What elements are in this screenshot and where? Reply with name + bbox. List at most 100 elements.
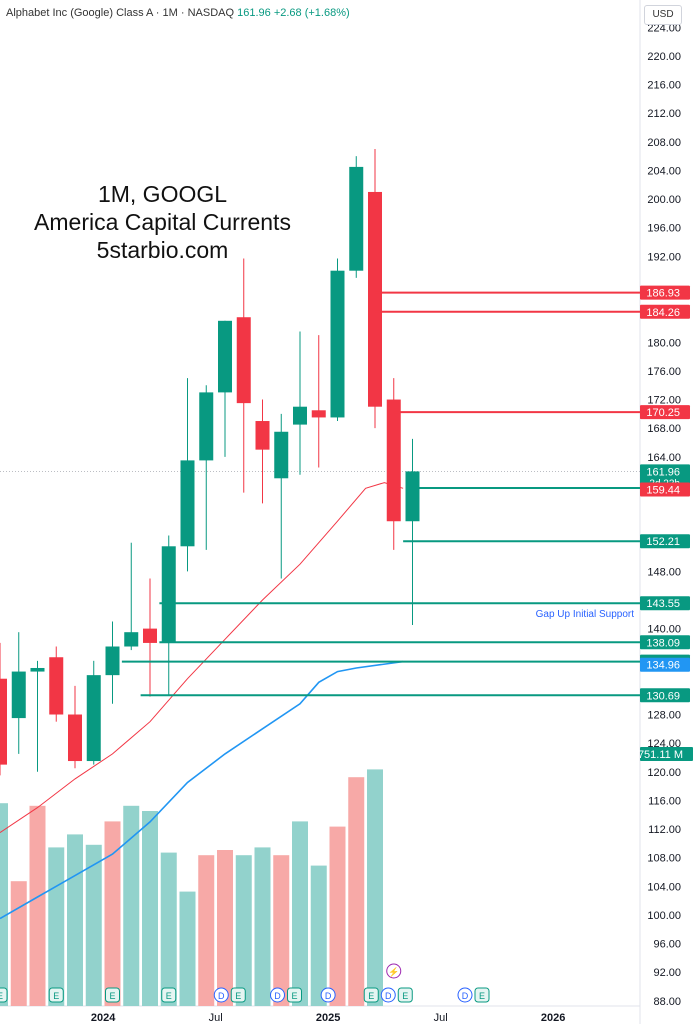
earnings-marker [474, 987, 490, 1003]
earnings-marker [161, 987, 177, 1003]
candle-body [236, 317, 251, 404]
volume-bar [67, 834, 83, 1006]
volume-bar [160, 852, 177, 1006]
candle-body [105, 646, 120, 676]
event-marker-letter: E [166, 991, 172, 1001]
time-tick-label: Jul [434, 1012, 448, 1024]
volume-bar [217, 850, 233, 1006]
price-tick-label: 112.00 [648, 824, 681, 836]
candle-body [218, 320, 232, 393]
watermark-line1: 1M, GOOGL [97, 181, 228, 207]
volume-bar [235, 855, 252, 1006]
candle-body [368, 191, 382, 407]
price-badge-label: 159.44 [646, 484, 680, 496]
earnings-marker [0, 987, 8, 1003]
volume-bar [142, 811, 158, 1006]
earnings-marker [105, 987, 120, 1003]
candle-body [68, 714, 82, 762]
volume-bar [0, 803, 8, 1006]
volume-bar [104, 821, 121, 1006]
price-tick-label: 140.00 [647, 624, 681, 636]
event-marker-letter: E [479, 991, 485, 1001]
dividend-marker [270, 987, 285, 1003]
volume-bar [179, 891, 196, 1006]
price-tick-label: 96.00 [653, 939, 681, 951]
candle-body [330, 270, 345, 418]
price-tick-label: 216.00 [647, 80, 681, 92]
event-marker-letter: D [385, 991, 392, 1001]
event-marker-letter: E [402, 991, 408, 1001]
price-tick-label: 180.00 [647, 337, 681, 349]
price-tick-label: 92.00 [653, 967, 681, 979]
price-tick-label: 204.00 [647, 165, 681, 177]
candle-body [30, 667, 45, 672]
last-price: 161.96 [237, 7, 271, 19]
event-marker-letter: E [235, 991, 241, 1001]
lightning-icon-glyph: ⚡ [388, 966, 399, 978]
level-badge-bg [640, 596, 690, 611]
price-change: +2.68 (+1.68%) [273, 7, 350, 19]
candle-body [293, 406, 307, 425]
event-marker-letter: E [368, 991, 374, 1001]
price-tick-label: 104.00 [647, 881, 681, 893]
volume-badge-label: 751.11 M [638, 749, 683, 761]
volume-bar [292, 821, 308, 1006]
event-marker-letter: D [325, 991, 332, 1001]
level-badge-bg [640, 688, 690, 703]
candle-body [386, 399, 401, 522]
price-tick-label: 116.00 [648, 795, 681, 807]
dividend-marker [213, 987, 229, 1003]
price-tick-label: 108.00 [647, 853, 681, 865]
candle-body [86, 675, 101, 762]
currency-button[interactable]: USD [644, 5, 682, 25]
candle-body [405, 471, 420, 522]
price-tick-label: 192.00 [647, 251, 681, 263]
dividend-marker [457, 987, 473, 1003]
event-marker-letter: E [109, 991, 115, 1001]
candle-body [311, 410, 326, 418]
price-tick-label: 200.00 [647, 194, 681, 206]
price-tick-label: 224.00 [647, 22, 681, 34]
event-marker-letter: E [0, 991, 3, 1001]
volume-bar [48, 847, 65, 1006]
symbol-line: Alphabet Inc (Google) Class A · 1M · NAS… [6, 7, 235, 19]
volume-badge-bg [640, 747, 693, 761]
price-tick-label: 208.00 [647, 137, 681, 149]
volume-bar [85, 844, 102, 1006]
price-tick-label: 220.00 [647, 51, 681, 63]
ma-short-line [0, 482, 404, 834]
volume-bar [348, 777, 365, 1006]
price-tick-label: 120.00 [647, 767, 681, 779]
price-tick-label: 128.00 [647, 710, 681, 722]
event-marker-letter: E [53, 991, 59, 1001]
ma-long-line [0, 660, 404, 920]
price-badge-label: 134.96 [646, 660, 680, 672]
level-badge-bg [640, 635, 690, 650]
symbol-header: Alphabet Inc (Google) Class A · 1M · NAS… [6, 7, 350, 19]
event-marker-letter: E [291, 991, 297, 1001]
earnings-marker [397, 987, 413, 1003]
volume-bar [273, 855, 290, 1006]
event-marker-letter: D [218, 991, 225, 1001]
price-tick-label: 212.00 [647, 108, 681, 120]
candle-body [124, 632, 139, 647]
level-badge-label: 143.55 [646, 598, 680, 610]
time-tick-label: 2024 [91, 1012, 116, 1024]
price-tick-label: 176.00 [647, 366, 681, 378]
volume-bar [123, 805, 140, 1006]
lightning-icon [386, 963, 402, 979]
candle-body [161, 546, 176, 643]
level-badge-bg [640, 285, 690, 300]
earnings-marker [230, 987, 246, 1003]
volume-bar [254, 847, 271, 1006]
price-badge-label: 161.96 [646, 466, 680, 478]
level-badge-label: 130.69 [646, 690, 680, 702]
price-tick-label: 148.00 [647, 566, 681, 578]
volume-bar [10, 881, 27, 1006]
price-tick-label: 172.00 [647, 395, 681, 407]
watermark-line2: America Capital Currents [34, 209, 291, 235]
price-tick-label: 88.00 [653, 996, 681, 1008]
volume-bar [29, 805, 46, 1006]
